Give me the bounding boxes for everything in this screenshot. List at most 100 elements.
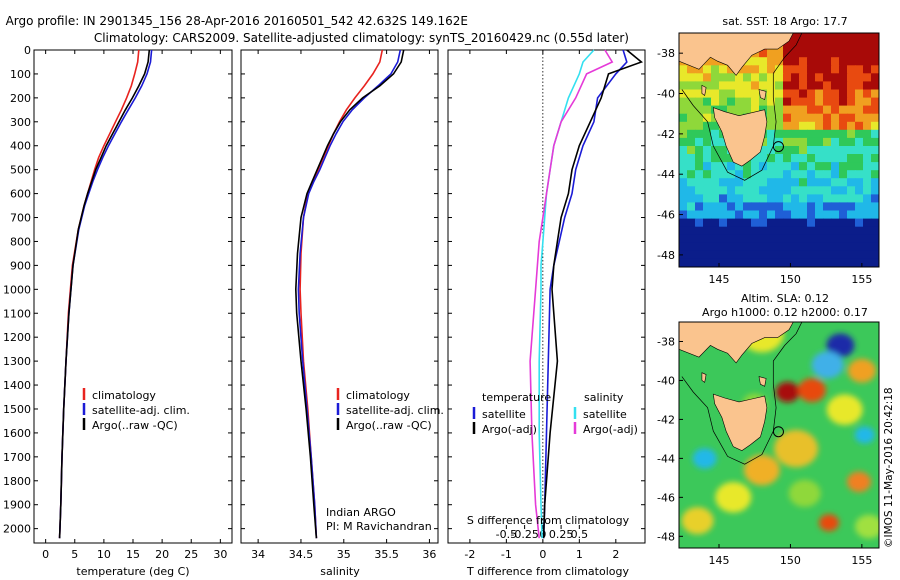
sst-cell <box>855 178 864 187</box>
sst-cell <box>847 113 856 123</box>
sst-cell <box>823 33 832 42</box>
sst-cell <box>751 202 760 212</box>
sst-cell <box>727 202 736 212</box>
sst-cell <box>815 210 824 220</box>
sst-cell <box>847 146 856 155</box>
sst-cell <box>727 73 736 82</box>
land-shape <box>712 107 768 167</box>
sst-cell <box>815 258 824 267</box>
sst-cell <box>791 234 800 244</box>
sst-cell <box>839 226 848 236</box>
sst-cell <box>679 170 688 179</box>
sst-cell <box>839 258 848 267</box>
map-ytick-label: -44 <box>657 452 675 465</box>
sst-cell <box>767 226 776 236</box>
sst-cell <box>751 73 760 82</box>
sla-anomaly <box>811 351 844 379</box>
sst-cell <box>799 146 808 155</box>
sst-cell <box>815 170 824 179</box>
sst-cell <box>751 186 760 195</box>
sst-cell <box>807 234 816 244</box>
sst-cell <box>831 65 840 74</box>
sst-cell <box>719 186 728 195</box>
sst-cell <box>799 105 808 115</box>
temperature-lines <box>58 49 153 539</box>
sst-cell <box>775 218 784 228</box>
sst-cell <box>791 186 800 195</box>
sst-cell <box>775 234 784 244</box>
sst-cell <box>807 218 816 228</box>
sst-cell <box>679 121 688 131</box>
sst-cell <box>775 57 784 66</box>
sst-cell <box>807 113 816 123</box>
sst-cell <box>847 65 856 74</box>
sst-cell <box>751 242 760 252</box>
series-line <box>529 49 614 539</box>
sst-cell <box>863 210 872 220</box>
sst-cell <box>799 113 808 123</box>
sst-cell <box>871 162 879 171</box>
sst-cell <box>711 202 720 212</box>
sst-cell <box>743 258 752 267</box>
sst-cell <box>815 73 824 82</box>
sst-cell <box>855 33 864 42</box>
sst-cell <box>791 226 800 236</box>
sst-cell <box>815 242 824 252</box>
sst-cell <box>815 121 824 131</box>
sst-cell <box>759 234 768 244</box>
ytick-label: 1900 <box>3 499 31 512</box>
sst-cell <box>687 250 696 260</box>
sst-cell <box>799 81 808 91</box>
sst-cell <box>711 97 720 107</box>
sst-field <box>679 33 879 267</box>
sst-cell <box>855 129 864 139</box>
series-line <box>542 49 628 539</box>
sst-cell <box>687 129 696 139</box>
sst-cell <box>759 49 768 58</box>
sst-cell <box>783 226 792 236</box>
sst-cell <box>847 242 856 252</box>
sst-cell <box>735 234 744 244</box>
ytick-label: 1800 <box>3 475 31 488</box>
salinity-xtick-label: -0.25 <box>510 528 538 541</box>
sst-cell <box>799 194 808 204</box>
temperature-xlabel: temperature (deg C) <box>76 565 189 578</box>
sst-cell <box>799 49 808 58</box>
sst-cell <box>711 65 720 74</box>
sst-cell <box>687 242 696 252</box>
sst-cell <box>831 226 840 236</box>
land-shape <box>758 376 767 387</box>
sst-cell <box>695 113 704 123</box>
sst-cell <box>695 202 704 212</box>
sst-cell <box>687 234 696 244</box>
sst-cell <box>815 234 824 244</box>
sst-cell <box>791 33 800 42</box>
sst-cell <box>839 33 848 42</box>
sst-cell <box>815 89 824 99</box>
xtick-label: 5 <box>71 548 78 561</box>
sst-cell <box>863 81 872 91</box>
sst-cell <box>751 57 760 66</box>
sst-cell <box>799 129 808 139</box>
sst-cell <box>703 170 712 179</box>
sst-cell <box>759 73 768 82</box>
sst-cell <box>839 97 848 107</box>
sst-cell <box>679 81 688 91</box>
sst-cell <box>871 178 879 187</box>
sst-cell <box>791 129 800 139</box>
sst-cell <box>767 81 776 91</box>
sst-cell <box>743 178 752 187</box>
sst-cell <box>767 194 776 204</box>
sst-cell <box>871 146 879 155</box>
sst-cell <box>727 97 736 107</box>
sst-cell <box>831 250 840 260</box>
sst-cell <box>863 218 872 228</box>
sst-cell <box>791 154 800 163</box>
sst-cell <box>799 33 808 42</box>
sst-cell <box>767 170 776 179</box>
sst-cell <box>767 218 776 228</box>
sst-cell <box>735 178 744 187</box>
sst-cell <box>751 154 760 163</box>
sst-cell <box>863 97 872 107</box>
